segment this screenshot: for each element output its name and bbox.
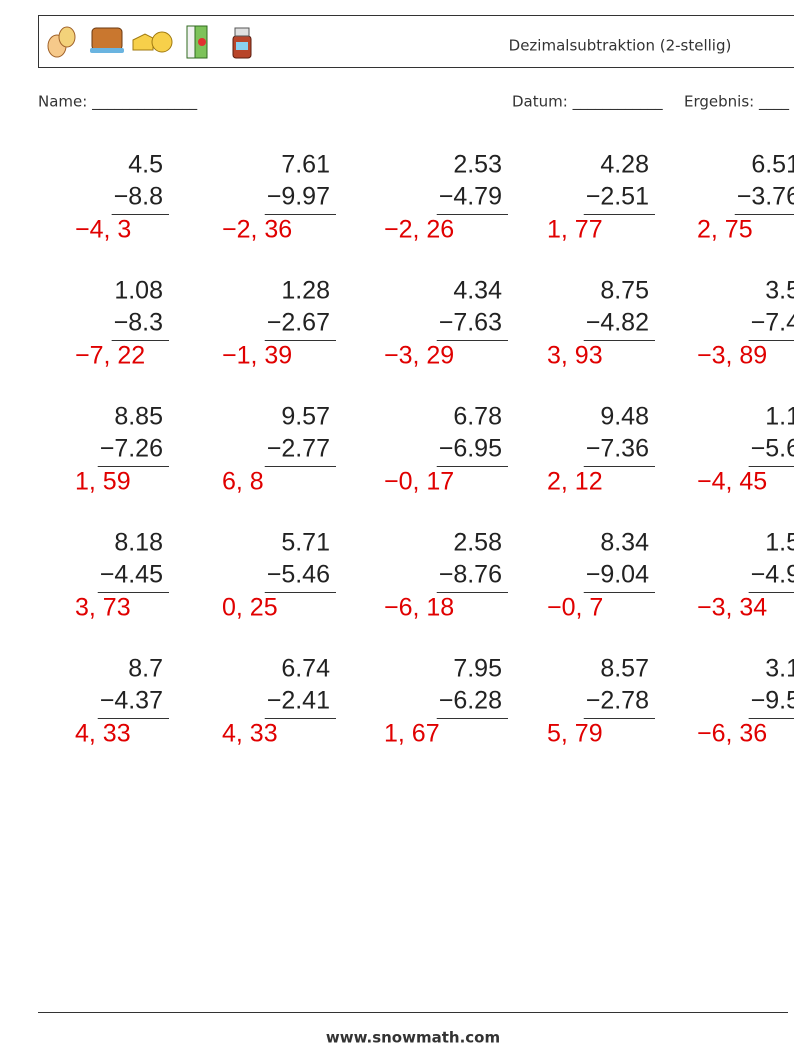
answer: 3, 73	[75, 594, 131, 622]
answer: −1, 39	[222, 342, 292, 370]
answer: −4, 3	[75, 216, 131, 244]
subtrahend: −2.41	[267, 687, 330, 715]
minuend: 3.1	[765, 655, 794, 683]
minuend: 4.34	[453, 277, 502, 305]
subtrahend: −7.63	[439, 309, 502, 337]
answer: 4, 33	[75, 720, 131, 748]
result-field: Ergebnis: ____	[684, 93, 789, 112]
answer: −4, 45	[697, 468, 767, 496]
subtrahend: −5.46	[267, 561, 330, 589]
answer: 2, 75	[697, 216, 753, 244]
answer: −3, 29	[384, 342, 454, 370]
minuend: 1.1	[765, 403, 794, 431]
header-icons	[47, 25, 252, 59]
answer: 3, 93	[547, 342, 603, 370]
answer: −2, 36	[222, 216, 292, 244]
subtrahend: −9.5	[751, 687, 794, 715]
minuend: 4.28	[600, 151, 649, 179]
answer: −6, 18	[384, 594, 454, 622]
date-field: Datum: ____________	[512, 93, 663, 112]
subtrahend: −4.79	[439, 183, 502, 211]
minuend: 1.28	[281, 277, 330, 305]
answer: −0, 7	[547, 594, 603, 622]
minuend: 8.57	[600, 655, 649, 683]
answer: 2, 12	[547, 468, 603, 496]
subtrahend: −4.9	[751, 561, 794, 589]
subtrahend: −3.76	[737, 183, 794, 211]
answer: 5, 79	[547, 720, 603, 748]
answer: −7, 22	[75, 342, 145, 370]
answer: 6, 8	[222, 468, 264, 496]
answer: −0, 17	[384, 468, 454, 496]
subtrahend: −6.95	[439, 435, 502, 463]
answer: −3, 89	[697, 342, 767, 370]
answer: 4, 33	[222, 720, 278, 748]
answer: 1, 77	[547, 216, 603, 244]
minuend: 3.5	[765, 277, 794, 305]
minuend: 9.48	[600, 403, 649, 431]
subtrahend: −4.37	[100, 687, 163, 715]
minuend: 6.51	[751, 151, 794, 179]
subtrahend: −9.04	[586, 561, 649, 589]
answer: 0, 25	[222, 594, 278, 622]
minuend: 1.08	[114, 277, 163, 305]
subtrahend: −7.36	[586, 435, 649, 463]
minuend: 7.95	[453, 655, 502, 683]
subtrahend: −7.4	[751, 309, 794, 337]
minuend: 5.71	[281, 529, 330, 557]
answer: −3, 34	[697, 594, 767, 622]
subtrahend: −4.82	[586, 309, 649, 337]
minuend: 8.85	[114, 403, 163, 431]
minuend: 8.18	[114, 529, 163, 557]
subtrahend: −2.77	[267, 435, 330, 463]
minuend: 4.5	[128, 151, 163, 179]
minuend: 8.75	[600, 277, 649, 305]
subtrahend: −7.26	[100, 435, 163, 463]
minuend: 8.34	[600, 529, 649, 557]
minuend: 2.58	[453, 529, 502, 557]
header-box	[38, 15, 794, 68]
minuend: 2.53	[453, 151, 502, 179]
answer: 1, 67	[384, 720, 440, 748]
subtrahend: −8.76	[439, 561, 502, 589]
minuend: 1.5	[765, 529, 794, 557]
subtrahend: −2.51	[586, 183, 649, 211]
minuend: 7.61	[281, 151, 330, 179]
name-field: Name: ______________	[38, 93, 198, 112]
worksheet-title: Dezimalsubtraktion (2-stellig)	[509, 37, 732, 55]
answer: −6, 36	[697, 720, 767, 748]
answer: −2, 26	[384, 216, 454, 244]
subtrahend: −8.8	[114, 183, 163, 211]
minuend: 6.78	[453, 403, 502, 431]
subtrahend: −2.78	[586, 687, 649, 715]
subtrahend: −4.45	[100, 561, 163, 589]
subtrahend: −5.6	[751, 435, 794, 463]
minuend: 8.7	[128, 655, 163, 683]
answer: 1, 59	[75, 468, 131, 496]
subtrahend: −2.67	[267, 309, 330, 337]
subtrahend: −6.28	[439, 687, 502, 715]
subtrahend: −9.97	[267, 183, 330, 211]
minuend: 6.74	[281, 655, 330, 683]
minuend: 9.57	[281, 403, 330, 431]
subtrahend: −8.3	[114, 309, 163, 337]
footer-url: www.snowmath.com	[326, 1029, 500, 1047]
